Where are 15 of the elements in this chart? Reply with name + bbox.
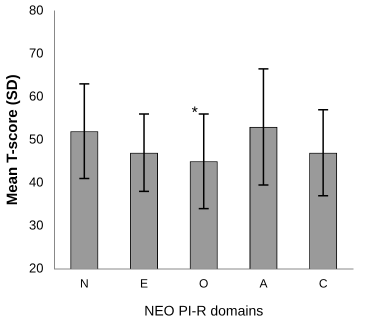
y-axis-title: Mean T-score (SD) xyxy=(4,74,22,206)
y-tick-label: 60 xyxy=(28,88,44,104)
x-tick-label: C xyxy=(318,276,328,290)
y-tick-label: 40 xyxy=(28,174,44,190)
x-axis-title: NEO PI-R domains xyxy=(144,302,264,318)
x-tick-label: O xyxy=(199,276,208,290)
y-tick-label: 20 xyxy=(28,260,44,276)
x-tick-label: E xyxy=(140,276,148,290)
y-tick-label: 50 xyxy=(28,131,44,146)
x-tick-label: N xyxy=(80,276,89,290)
y-tick-label: 30 xyxy=(28,217,44,232)
x-tick-label: A xyxy=(259,276,268,290)
annotation: * xyxy=(192,104,198,122)
y-tick-label: 80 xyxy=(28,2,44,18)
y-tick-label: 70 xyxy=(28,45,44,60)
